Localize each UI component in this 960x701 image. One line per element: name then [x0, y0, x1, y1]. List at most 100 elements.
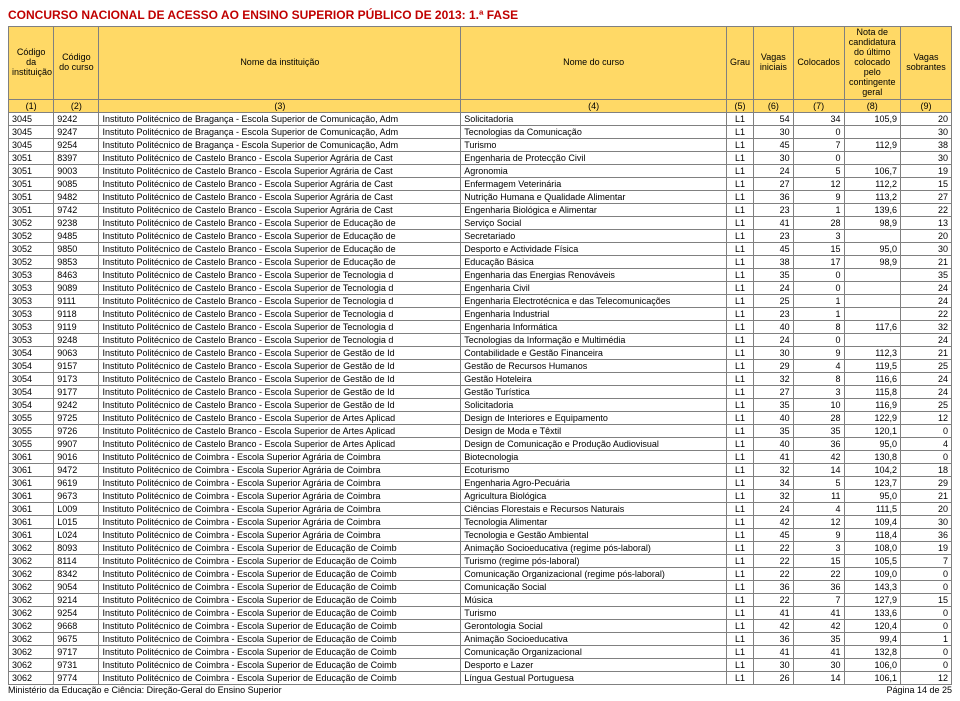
table-cell: 9731: [54, 659, 99, 672]
table-cell: L1: [726, 659, 753, 672]
table-cell: Instituto Politécnico de Castelo Branco …: [99, 256, 461, 269]
table-cell: 3062: [9, 594, 54, 607]
table-cell: 1: [793, 204, 844, 217]
table-cell: 30: [754, 347, 794, 360]
table-cell: L1: [726, 126, 753, 139]
table-cell: 24: [901, 295, 952, 308]
table-cell: L1: [726, 477, 753, 490]
table-cell: 0: [793, 152, 844, 165]
table-cell: 45: [754, 139, 794, 152]
table-row: 30539248Instituto Politécnico de Castelo…: [9, 334, 952, 347]
table-cell: 122,9: [844, 412, 901, 425]
table-cell: 32: [901, 321, 952, 334]
table-cell: Solicitadoria: [461, 113, 727, 126]
table-cell: 30: [901, 516, 952, 529]
col-header-remaining: Vagas sobrantes: [901, 27, 952, 100]
table-cell: 0: [901, 620, 952, 633]
table-cell: Instituto Politécnico de Castelo Branco …: [99, 269, 461, 282]
table-cell: 3061: [9, 529, 54, 542]
table-cell: 24: [754, 282, 794, 295]
table-cell: 24: [754, 503, 794, 516]
table-cell: Engenharia Electrotécnica e das Telecomu…: [461, 295, 727, 308]
col-header-course-name: Nome do curso: [461, 27, 727, 100]
table-cell: 12: [793, 516, 844, 529]
table-cell: 38: [754, 256, 794, 269]
table-cell: 9173: [54, 373, 99, 386]
table-cell: Design de Moda e Têxtil: [461, 425, 727, 438]
table-cell: Design de Interiores e Equipamento: [461, 412, 727, 425]
table-cell: 9157: [54, 360, 99, 373]
table-cell: Instituto Politécnico de Castelo Branco …: [99, 204, 461, 217]
table-cell: 0: [793, 126, 844, 139]
table-cell: 3054: [9, 347, 54, 360]
table-cell: 3052: [9, 256, 54, 269]
table-cell: 0: [793, 282, 844, 295]
table-cell: L1: [726, 152, 753, 165]
table-cell: L1: [726, 529, 753, 542]
table-cell: 9063: [54, 347, 99, 360]
table-cell: 9850: [54, 243, 99, 256]
table-cell: 29: [901, 477, 952, 490]
table-row: 30629675Instituto Politécnico de Coimbra…: [9, 633, 952, 646]
table-cell: 40: [754, 321, 794, 334]
table-cell: Engenharia Informática: [461, 321, 727, 334]
table-row: 30519482Instituto Politécnico de Castelo…: [9, 191, 952, 204]
table-cell: 8463: [54, 269, 99, 282]
table-cell: 26: [754, 672, 794, 685]
table-cell: 8: [793, 373, 844, 386]
table-cell: 123,7: [844, 477, 901, 490]
table-cell: 3062: [9, 607, 54, 620]
table-cell: 3062: [9, 581, 54, 594]
table-cell: Instituto Politécnico de Castelo Branco …: [99, 321, 461, 334]
table-body: 30459242Instituto Politécnico de Braganç…: [9, 113, 952, 685]
table-row: 30619016Instituto Politécnico de Coimbra…: [9, 451, 952, 464]
table-cell: 17: [793, 256, 844, 269]
table-cell: 113,2: [844, 191, 901, 204]
table-cell: 3061: [9, 490, 54, 503]
table-cell: Instituto Politécnico de Coimbra - Escol…: [99, 529, 461, 542]
table-cell: 30: [901, 126, 952, 139]
table-row: 30629717Instituto Politécnico de Coimbra…: [9, 646, 952, 659]
table-cell: Instituto Politécnico de Coimbra - Escol…: [99, 594, 461, 607]
table-cell: 8: [793, 321, 844, 334]
table-cell: Instituto Politécnico de Coimbra - Escol…: [99, 581, 461, 594]
table-cell: L1: [726, 321, 753, 334]
table-cell: 9247: [54, 126, 99, 139]
table-cell: Instituto Politécnico de Castelo Branco …: [99, 295, 461, 308]
table-cell: 111,5: [844, 503, 901, 516]
footer-left: Ministério da Educação e Ciência: Direçã…: [8, 685, 282, 695]
table-cell: 30: [793, 659, 844, 672]
table-cell: Instituto Politécnico de Castelo Branco …: [99, 347, 461, 360]
table-cell: L1: [726, 412, 753, 425]
idx-1: (1): [9, 100, 54, 113]
table-row: 30629774Instituto Politécnico de Coimbra…: [9, 672, 952, 685]
table-row: 30549173Instituto Politécnico de Castelo…: [9, 373, 952, 386]
table-cell: 9238: [54, 217, 99, 230]
header-row: Código da instituição Código do curso No…: [9, 27, 952, 100]
table-cell: [844, 230, 901, 243]
table-cell: 4: [793, 503, 844, 516]
table-cell: [844, 295, 901, 308]
table-cell: Animação Socioeducativa (regime pós-labo…: [461, 542, 727, 555]
table-row: 30559725Instituto Politécnico de Castelo…: [9, 412, 952, 425]
table-cell: Instituto Politécnico de Bragança - Esco…: [99, 126, 461, 139]
table-cell: 36: [793, 581, 844, 594]
table-cell: L1: [726, 503, 753, 516]
table-cell: Agricultura Biológica: [461, 490, 727, 503]
table-cell: 35: [901, 269, 952, 282]
table-cell: L009: [54, 503, 99, 516]
table-cell: 0: [901, 646, 952, 659]
table-row: 30619673Instituto Politécnico de Coimbra…: [9, 490, 952, 503]
table-cell: 3062: [9, 555, 54, 568]
table-cell: 8397: [54, 152, 99, 165]
table-cell: Engenharia Agro-Pecuária: [461, 477, 727, 490]
table-cell: Instituto Politécnico de Bragança - Esco…: [99, 113, 461, 126]
table-cell: 120,4: [844, 620, 901, 633]
data-table: Código da instituição Código do curso No…: [8, 26, 952, 685]
table-cell: 3062: [9, 633, 54, 646]
table-cell: Desporto e Actividade Física: [461, 243, 727, 256]
table-cell: 36: [793, 438, 844, 451]
table-cell: Enfermagem Veterinária: [461, 178, 727, 191]
table-cell: 28: [793, 217, 844, 230]
table-cell: 109,0: [844, 568, 901, 581]
